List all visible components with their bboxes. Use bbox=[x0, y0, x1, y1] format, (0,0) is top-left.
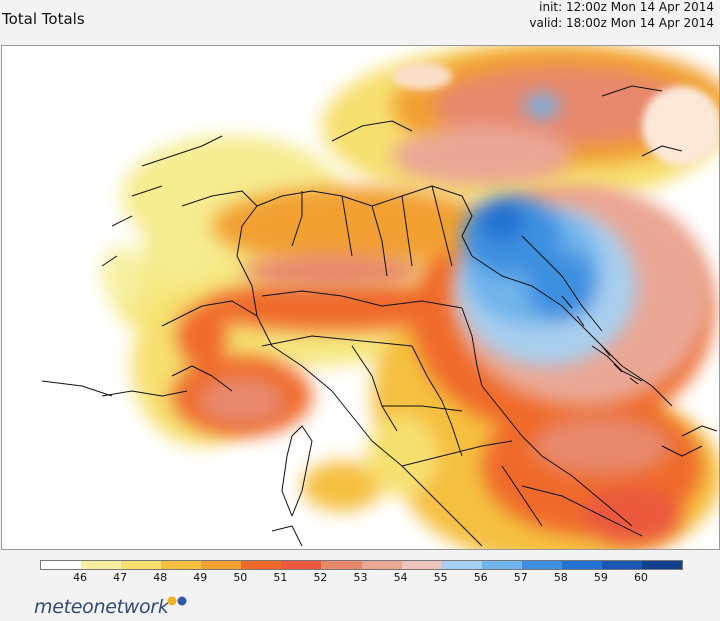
legend-swatch bbox=[401, 561, 442, 569]
field-high-band bbox=[457, 94, 637, 366]
init-time: init: 12:00z Mon 14 Apr 2014 bbox=[539, 0, 714, 14]
legend-swatch bbox=[601, 561, 642, 569]
legend-colorbar bbox=[40, 560, 683, 570]
legend-label: 49 bbox=[193, 571, 208, 584]
legend-label: 51 bbox=[273, 571, 288, 584]
legend-label: 53 bbox=[353, 571, 368, 584]
legend-labels: 46 47 48 49 50 51 52 53 54 55 56 57 58 59 60 bbox=[40, 571, 681, 585]
legend-swatch bbox=[481, 561, 522, 569]
legend-label: 57 bbox=[513, 571, 528, 584]
legend-swatch bbox=[441, 561, 482, 569]
legend-swatch bbox=[81, 561, 122, 569]
legend-swatch bbox=[41, 561, 82, 569]
coastline-outlines bbox=[41, 85, 718, 547]
brand-logo: meteonetwork bbox=[34, 596, 169, 618]
legend-swatch bbox=[161, 561, 202, 569]
legend-label: 48 bbox=[153, 571, 168, 584]
map-title: Total Totals bbox=[2, 10, 85, 28]
legend-swatch bbox=[521, 561, 562, 569]
brand-dot-blue bbox=[177, 596, 187, 606]
forecast-map-canvas bbox=[41, 46, 719, 549]
legend-swatch bbox=[561, 561, 602, 569]
brand-dots-icon bbox=[167, 596, 187, 606]
legend-swatch bbox=[121, 561, 162, 569]
legend-label: 47 bbox=[113, 571, 128, 584]
legend-label: 50 bbox=[233, 571, 248, 584]
brand-dot-yellow bbox=[167, 596, 177, 606]
legend-label: 56 bbox=[473, 571, 488, 584]
legend-swatch bbox=[361, 561, 402, 569]
valid-time: valid: 18:00z Mon 14 Apr 2014 bbox=[529, 16, 714, 30]
legend-swatch bbox=[281, 561, 322, 569]
legend-label: 52 bbox=[313, 571, 328, 584]
legend-label: 58 bbox=[553, 571, 568, 584]
legend-swatch bbox=[641, 561, 682, 569]
forecast-map bbox=[1, 45, 720, 550]
legend-label: 54 bbox=[393, 571, 408, 584]
legend-label: 46 bbox=[73, 571, 88, 584]
legend-swatch bbox=[201, 561, 242, 569]
legend-swatch bbox=[321, 561, 362, 569]
legend-swatch bbox=[241, 561, 282, 569]
legend-label: 59 bbox=[593, 571, 608, 584]
legend-label: 55 bbox=[433, 571, 448, 584]
legend-label: 60 bbox=[633, 571, 648, 584]
